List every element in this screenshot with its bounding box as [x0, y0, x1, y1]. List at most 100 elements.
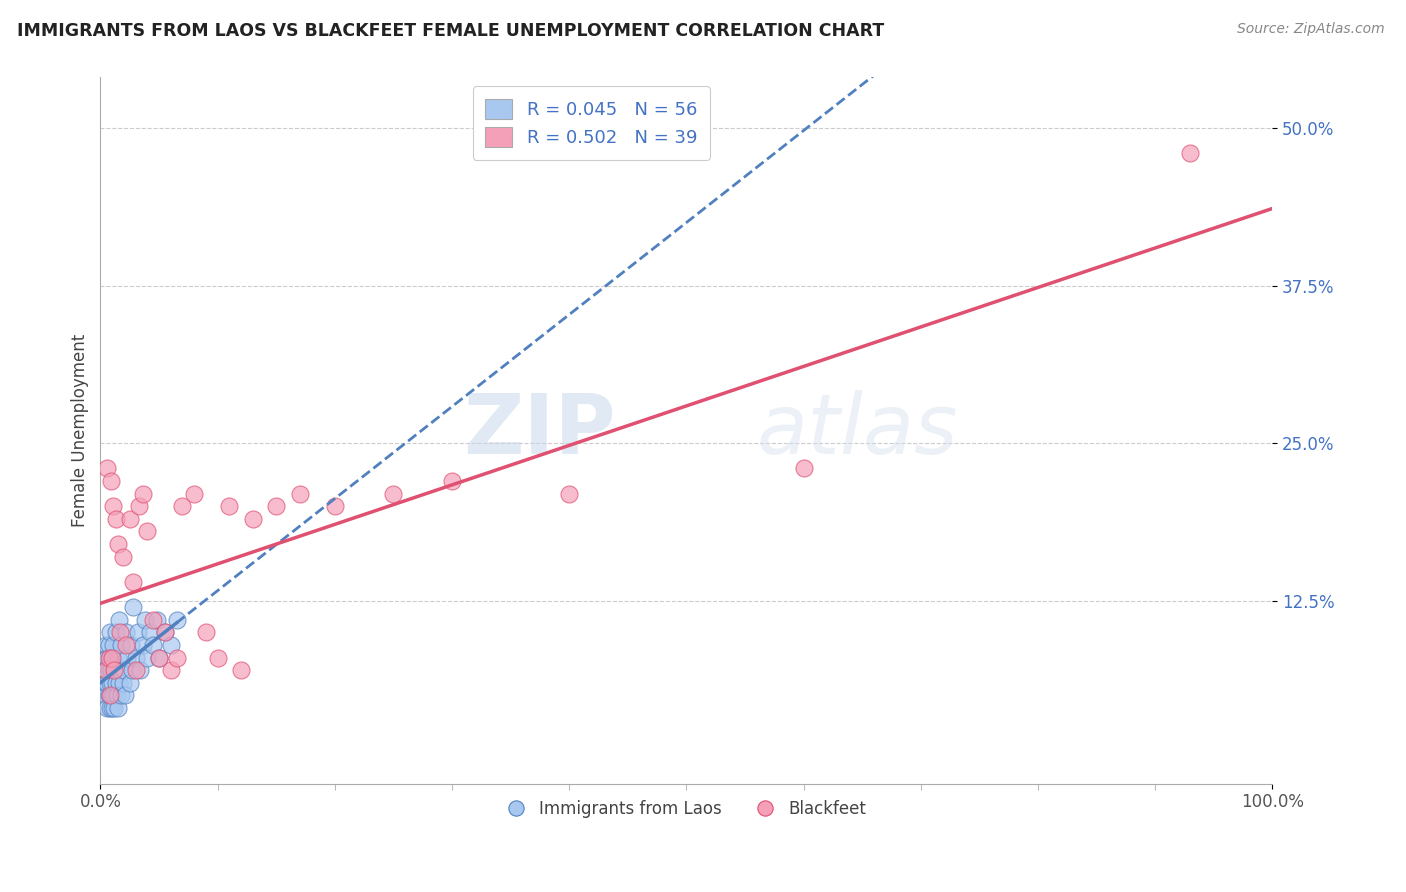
Point — [145, 613, 167, 627]
Point — [98, 701, 121, 715]
Point — [110, 625, 132, 640]
Point — [207, 650, 229, 665]
Point — [129, 663, 152, 677]
Point — [103, 638, 125, 652]
Point — [96, 663, 118, 677]
Point — [159, 663, 181, 677]
Point — [96, 638, 118, 652]
Point — [148, 650, 170, 665]
Point — [166, 613, 188, 627]
Y-axis label: Female Unemployment: Female Unemployment — [72, 334, 89, 527]
Point — [229, 663, 252, 677]
Point — [107, 537, 129, 551]
Point — [100, 663, 122, 677]
Point — [101, 650, 124, 665]
Point — [97, 638, 120, 652]
Point — [122, 574, 145, 589]
Point — [118, 676, 141, 690]
Point — [104, 625, 127, 640]
Point — [124, 663, 146, 677]
Point — [110, 638, 132, 652]
Point — [194, 625, 217, 640]
Point — [142, 638, 165, 652]
Point — [96, 676, 118, 690]
Point — [136, 524, 159, 539]
Point — [98, 676, 121, 690]
Text: ZIP: ZIP — [464, 390, 616, 471]
Point — [107, 650, 129, 665]
Point — [153, 625, 176, 640]
Point — [96, 461, 118, 475]
Point — [98, 625, 121, 640]
Point — [114, 689, 136, 703]
Point — [101, 676, 124, 690]
Point — [118, 512, 141, 526]
Point — [153, 625, 176, 640]
Point — [124, 650, 146, 665]
Text: Source: ZipAtlas.com: Source: ZipAtlas.com — [1237, 22, 1385, 37]
Point — [440, 474, 463, 488]
Point — [128, 500, 150, 514]
Point — [142, 613, 165, 627]
Point — [172, 500, 194, 514]
Point — [110, 689, 132, 703]
Point — [103, 663, 125, 677]
Point — [103, 663, 125, 677]
Point — [166, 650, 188, 665]
Point — [103, 689, 125, 703]
Point — [98, 650, 121, 665]
Point — [136, 650, 159, 665]
Point — [127, 625, 149, 640]
Text: IMMIGRANTS FROM LAOS VS BLACKFEET FEMALE UNEMPLOYMENT CORRELATION CHART: IMMIGRANTS FROM LAOS VS BLACKFEET FEMALE… — [17, 22, 884, 40]
Point — [138, 625, 160, 640]
Point — [112, 663, 135, 677]
Point — [183, 486, 205, 500]
Point — [111, 549, 134, 564]
Point — [96, 689, 118, 703]
Point — [107, 701, 129, 715]
Point — [115, 638, 138, 652]
Point — [105, 689, 128, 703]
Point — [122, 600, 145, 615]
Point — [96, 650, 118, 665]
Point — [288, 486, 311, 500]
Point — [134, 613, 156, 627]
Point — [1180, 146, 1202, 161]
Point — [148, 650, 170, 665]
Point — [793, 461, 815, 475]
Point — [117, 650, 139, 665]
Point — [104, 512, 127, 526]
Point — [100, 474, 122, 488]
Point — [96, 663, 118, 677]
Point — [115, 625, 138, 640]
Point — [218, 500, 240, 514]
Point — [98, 689, 121, 703]
Point — [264, 500, 287, 514]
Point — [97, 650, 120, 665]
Point — [159, 638, 181, 652]
Point — [110, 663, 132, 677]
Point — [96, 650, 118, 665]
Point — [108, 613, 131, 627]
Point — [97, 663, 120, 677]
Point — [101, 650, 124, 665]
Point — [97, 689, 120, 703]
Point — [382, 486, 405, 500]
Point — [131, 486, 153, 500]
Point — [96, 676, 118, 690]
Point — [558, 486, 581, 500]
Point — [101, 701, 124, 715]
Point — [120, 638, 142, 652]
Point — [100, 689, 122, 703]
Point — [131, 638, 153, 652]
Point — [323, 500, 346, 514]
Point — [103, 500, 125, 514]
Point — [104, 676, 127, 690]
Point — [108, 676, 131, 690]
Point — [242, 512, 264, 526]
Point — [121, 663, 143, 677]
Point — [96, 701, 118, 715]
Point — [103, 701, 125, 715]
Text: atlas: atlas — [756, 390, 959, 471]
Point — [111, 676, 134, 690]
